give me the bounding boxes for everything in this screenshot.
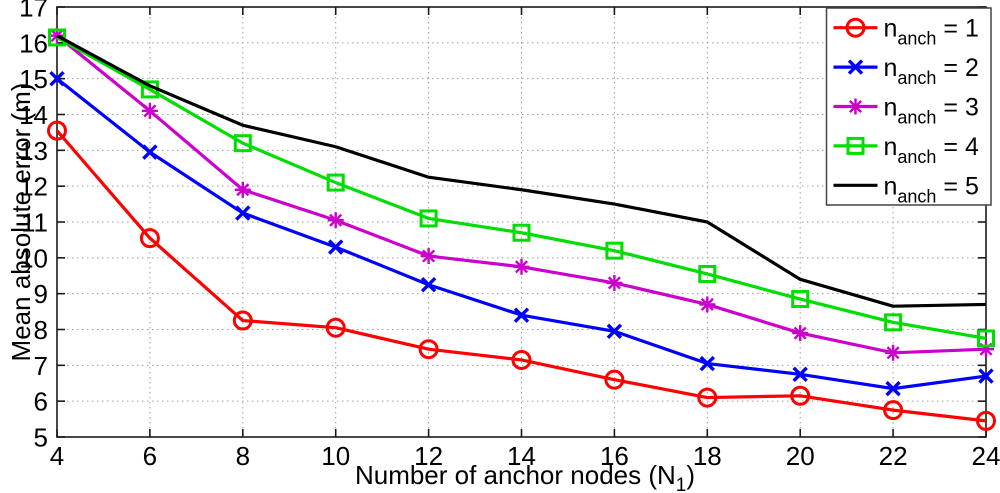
y-tick-label: 6: [34, 387, 48, 417]
marker-circle: [845, 17, 866, 38]
series-line: [55, 129, 987, 423]
marker-circle: [790, 385, 811, 406]
marker-circle: [604, 369, 625, 390]
marker-x: [885, 380, 901, 397]
y-tick-label: 7: [34, 351, 48, 381]
axes: [56, 6, 987, 438]
legend-item: nanch = 4: [833, 133, 979, 167]
marker-square: [419, 209, 438, 228]
marker-x: [513, 307, 530, 323]
marker-circle: [697, 387, 718, 408]
x-tick-label: 4: [50, 441, 64, 471]
legend-label: nanch = 5: [884, 172, 979, 206]
legend-item: nanch = 2: [833, 54, 979, 88]
marker-asterisk: [699, 296, 716, 313]
x-tick-label: 22: [879, 441, 908, 471]
series-n-anch-3: [49, 27, 994, 361]
legend-label: nanch = 4: [884, 133, 979, 167]
legend-item: nanch = 5: [833, 172, 979, 206]
marker-asterisk: [792, 325, 809, 342]
marker-square: [977, 329, 995, 348]
y-tick-label: 13: [19, 136, 48, 166]
y-tick-label: 15: [19, 64, 48, 94]
series-line: [56, 34, 987, 308]
legend-label: nanch = 1: [884, 15, 979, 49]
series-n-anch-4: [48, 28, 995, 348]
marker-square: [791, 290, 810, 309]
x-tick-label: 8: [236, 441, 250, 471]
legend-label: nanch = 2: [884, 54, 979, 88]
marker-x: [235, 205, 251, 221]
x-axis-label: Number of anchor nodes (N1): [355, 460, 695, 493]
marker-circle: [883, 400, 904, 421]
marker-asterisk: [513, 258, 530, 275]
series-n-anch-1: [47, 120, 996, 431]
y-tick-label: 17: [19, 0, 48, 23]
y-tick-label: 5: [34, 423, 48, 453]
marker-asterisk: [847, 98, 864, 115]
marker-x: [606, 323, 623, 339]
y-tick-label: 16: [19, 28, 48, 58]
x-tick-label: 20: [786, 441, 815, 471]
marker-circle: [139, 228, 160, 249]
marker-square: [846, 136, 865, 155]
y-tick-label: 14: [19, 100, 48, 130]
x-tick-label: 18: [693, 441, 722, 471]
x-tick-label: 6: [143, 441, 157, 471]
x-tick-label: 10: [321, 441, 350, 471]
marker-circle: [418, 339, 439, 360]
marker-asterisk: [885, 344, 902, 361]
x-tick-label: 24: [972, 441, 1000, 471]
marker-square: [698, 264, 717, 283]
marker-square: [233, 134, 252, 153]
y-tick-label: 8: [34, 315, 48, 345]
legend-item: nanch = 1: [833, 15, 979, 49]
legend-label: nanch = 3: [884, 94, 979, 128]
marker-asterisk: [234, 181, 251, 198]
y-tick-label: 12: [19, 172, 48, 202]
marker-square: [48, 28, 66, 47]
marker-asterisk: [606, 274, 623, 291]
marker-asterisk: [420, 248, 437, 265]
marker-x: [792, 366, 808, 382]
marker-asterisk: [978, 341, 994, 358]
marker-circle: [47, 120, 67, 141]
marker-asterisk: [141, 102, 158, 119]
marker-x: [49, 70, 65, 87]
y-tick-label: 9: [34, 279, 48, 309]
marker-x: [327, 239, 344, 255]
series-n-anch-5: [56, 34, 987, 308]
y-tick-label: 11: [21, 208, 48, 238]
legend-item: nanch = 3: [833, 94, 979, 128]
marker-x: [978, 368, 994, 384]
series-n-anch-2: [49, 70, 994, 397]
x-tick-label: 16: [600, 441, 629, 471]
marker-square: [884, 313, 903, 332]
y-tick-label: 10: [19, 243, 48, 273]
marker-square: [326, 173, 345, 192]
marker-x: [699, 355, 716, 372]
series-line: [56, 36, 987, 341]
marker-circle: [232, 310, 253, 331]
legend: nanch = 1 nanch = 2 nanch = 3 nanch = 4 nanc…: [825, 7, 992, 206]
marker-circle: [511, 349, 532, 370]
marker-square: [605, 241, 624, 260]
y-axis-label: Mean absolute error (m): [6, 83, 36, 362]
marker-circle: [325, 317, 346, 338]
marker-circle: [976, 410, 996, 431]
x-tick-label: 14: [507, 441, 536, 471]
x-tick-label: 12: [414, 441, 443, 471]
marker-x: [420, 277, 437, 293]
marker-x: [142, 144, 158, 160]
marker-square: [512, 223, 531, 242]
marker-asterisk: [327, 212, 344, 229]
marker-x: [847, 59, 864, 75]
